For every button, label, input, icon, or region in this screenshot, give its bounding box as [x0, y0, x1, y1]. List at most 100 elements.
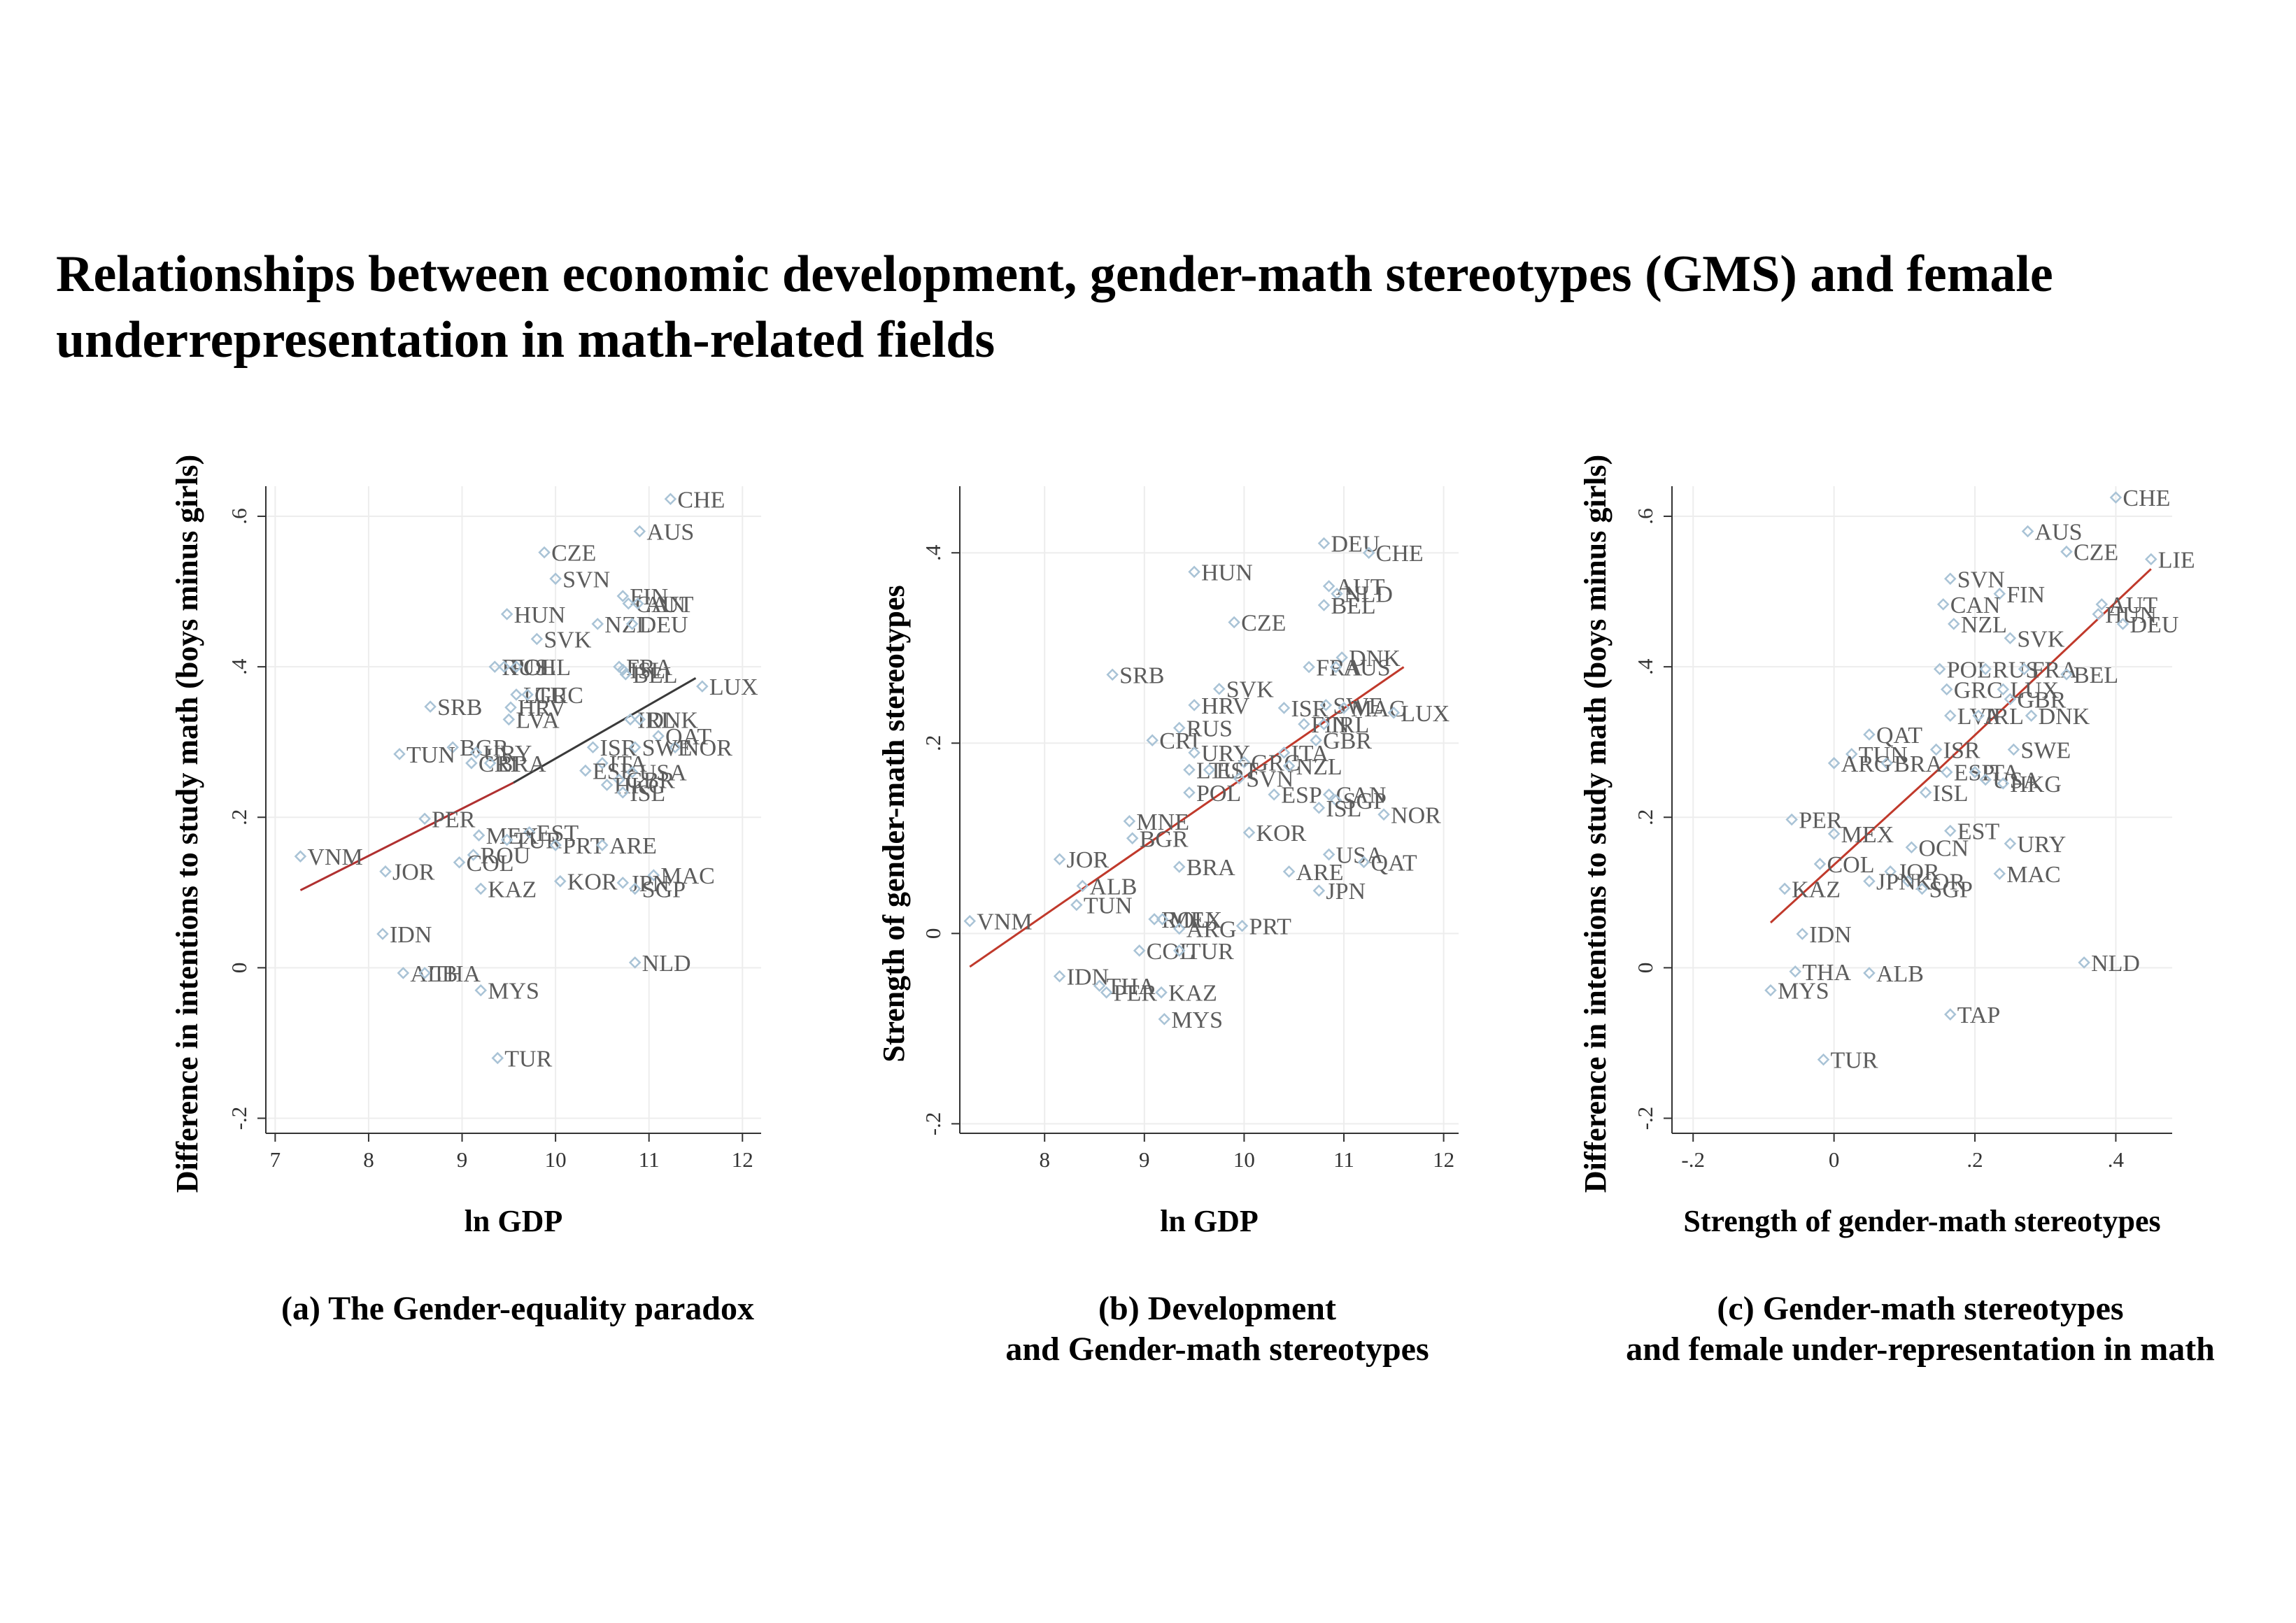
point-label: JPN [1326, 879, 1366, 905]
point-label: FRA [2032, 657, 2078, 683]
data-point [1203, 763, 1216, 777]
point-label: MYS [488, 979, 539, 1005]
data-point [1319, 699, 1333, 711]
point-label: URY [2017, 832, 2066, 858]
point-label: POL [511, 655, 556, 681]
point-label: RUS [1992, 657, 2039, 683]
point-label: IDN [390, 922, 432, 948]
point-label: CZE [1241, 611, 1286, 637]
point-label: NOR [682, 735, 732, 761]
data-point [1329, 660, 1342, 674]
point-label: DNK [646, 707, 698, 733]
point-label: PER [432, 807, 476, 832]
data-point [647, 869, 660, 881]
data-point [1863, 728, 1876, 741]
data-point [628, 882, 642, 895]
y-tick-label: .4 [1633, 658, 1657, 675]
data-point [1148, 913, 1161, 926]
data-point [616, 663, 630, 676]
data-point [664, 492, 677, 506]
y-tick-label: -.2 [1633, 1107, 1657, 1131]
point-label: BEL [2074, 662, 2118, 688]
caption-b-line1: (b) Development [1098, 1290, 1336, 1327]
data-point [1310, 734, 1322, 746]
point-label: QAT [1876, 723, 1922, 749]
data-point [393, 748, 406, 760]
chart-3: -.2 0 .2 .4 .6 -.2 0 .2 .4 Difference in intentio… [1578, 455, 2195, 1238]
point-label: ALB [410, 961, 458, 987]
point-label: GBR [1323, 728, 1372, 754]
data-point [963, 914, 977, 928]
data-point [1362, 546, 1375, 559]
y-tick-label: .2 [227, 809, 251, 825]
data-point [1235, 919, 1249, 933]
data-point [1919, 786, 1932, 799]
point-label: POL [1947, 657, 1992, 683]
data-point [554, 874, 567, 888]
data-point [628, 956, 642, 969]
point-label: ARG [1841, 751, 1892, 777]
fit-line [1939, 568, 2152, 770]
point-label: CHE [677, 487, 725, 513]
data-point [1183, 763, 1196, 777]
data-point [1100, 986, 1113, 999]
data-point [1377, 808, 1390, 821]
fit-line [513, 676, 697, 784]
point-label: COL [1827, 852, 1874, 878]
data-point [633, 713, 646, 726]
data-point [538, 546, 551, 559]
data-point [669, 741, 681, 753]
data-point [1357, 856, 1370, 869]
x-tick-label: -.2 [1681, 1147, 1705, 1172]
point-label: DNK [2039, 704, 2090, 730]
data-point [2116, 618, 2130, 630]
data-point [1901, 874, 1915, 888]
data-point [474, 882, 488, 895]
point-label: BRA [1894, 751, 1943, 777]
data-point [418, 967, 431, 979]
point-label: KAZ [1792, 877, 1841, 902]
point-label: TUN [1084, 893, 1133, 919]
x-tick-label: 0 [1829, 1147, 1840, 1172]
data-point [1796, 928, 1809, 940]
point-label: NZL [1296, 754, 1342, 780]
data-point [1944, 709, 1957, 722]
point-label: ITA [1291, 741, 1328, 767]
point-label: MEX [1841, 822, 1894, 848]
data-point [1070, 898, 1083, 912]
data-point [472, 829, 486, 842]
data-point [530, 632, 544, 646]
data-point [619, 668, 632, 681]
data-point [1188, 746, 1200, 759]
x-tick-label: .2 [1967, 1147, 1983, 1172]
point-label: SVK [1226, 677, 1274, 703]
data-point [622, 597, 635, 610]
x-tick-label: 8 [1039, 1147, 1050, 1172]
point-label: CZE [2074, 540, 2118, 566]
point-label: LUX [2010, 677, 2059, 703]
data-point [510, 688, 523, 701]
data-point [1993, 588, 2006, 600]
point-label: CRI [479, 751, 518, 777]
point-label: AUS [2035, 520, 2083, 546]
x-axis-label: ln GDP [1160, 1204, 1259, 1238]
point-label: NOR [1391, 802, 1441, 828]
point-label: MYS [1171, 1007, 1223, 1033]
point-label: CAN [635, 592, 686, 618]
point-label: ALB [1089, 874, 1137, 900]
main-title: Relationships between economic developme… [56, 246, 2053, 369]
y-tick-label: .6 [1633, 508, 1657, 524]
x-tick-label: 7 [270, 1147, 281, 1172]
data-point [510, 660, 523, 673]
data-point [625, 765, 639, 779]
data-point [1940, 683, 1953, 696]
point-label: ARE [609, 833, 657, 859]
data-point [1183, 786, 1196, 799]
point-label: ISL [1933, 781, 1969, 807]
data-point [2095, 598, 2109, 611]
point-label: ISL [630, 781, 665, 807]
point-label: ROU [1161, 907, 1212, 933]
data-point [424, 700, 437, 713]
data-point [1817, 1053, 1830, 1066]
